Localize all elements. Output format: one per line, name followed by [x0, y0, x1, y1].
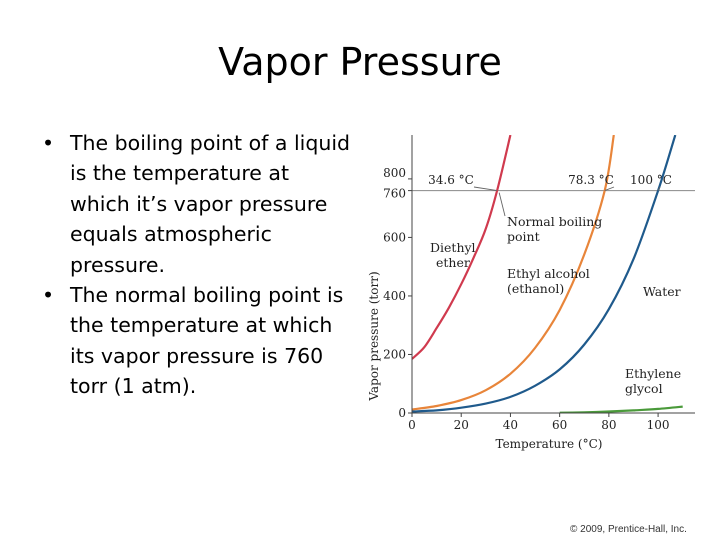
bp-label-water: 100 °C	[630, 173, 672, 187]
series-label-ethanol-line2: (ethanol)	[507, 281, 564, 296]
series-line-4	[559, 405, 683, 413]
bullet-dot-icon: •	[42, 283, 55, 308]
bullet-text: The normal boiling point is the temperat…	[70, 283, 344, 399]
vapor-pressure-chart: 0 20 40 60 80 100 0 200 400 600 760 800 Vapor press…	[367, 135, 695, 451]
normal-bp-label-line1: Normal boiling	[507, 214, 602, 229]
pointer-bp-ethanol	[604, 186, 615, 192]
copyright-note: © 2009, Prentice-Hall, Inc.	[570, 524, 687, 535]
series-line-2	[412, 135, 615, 411]
x-tick-label-20: 20	[454, 418, 469, 432]
series-label-glycol-line1: Ethylene	[625, 366, 681, 381]
series-line-1	[412, 135, 512, 360]
series-label-ether-line2: ether	[436, 255, 470, 270]
pointer-bp-ether	[473, 186, 498, 192]
y-tick-label-0: 0	[398, 406, 406, 420]
bullet-item: • The normal boiling point is the temper…	[42, 280, 352, 402]
x-tick-label-60: 60	[552, 418, 567, 432]
bullet-list: • The boiling point of a liquid is the t…	[42, 128, 352, 402]
series-label-glycol-line2: glycol	[625, 381, 663, 396]
axis-layer: 0 20 40 60 80 100 0 200 400 600 760 800	[383, 135, 695, 432]
bp-label-ethanol: 78.3 °C	[568, 173, 614, 187]
normal-bp-label-line2: point	[507, 229, 540, 244]
bullet-text: The boiling point of a liquid is the tem…	[70, 131, 351, 277]
x-tick-label-0: 0	[408, 418, 416, 432]
y-tick-label-400: 400	[383, 289, 406, 303]
x-axis-label: Temperature (°C)	[496, 437, 603, 451]
series-label-water: Water	[643, 284, 681, 299]
y-axis-label: Vapor pressure (torr)	[367, 271, 381, 401]
bp-label-ether: 34.6 °C	[428, 173, 474, 187]
series-line-3	[412, 135, 677, 413]
y-tick-label-600: 600	[383, 230, 406, 244]
curve-layer	[412, 135, 683, 413]
x-tick-label-40: 40	[503, 418, 518, 432]
bullet-item: • The boiling point of a liquid is the t…	[42, 128, 352, 280]
y-tick-label-200: 200	[383, 347, 406, 361]
y-tick-label-760: 760	[383, 187, 406, 201]
pointer-bp-water	[657, 186, 661, 191]
series-label-ether-line1: Diethyl	[430, 240, 476, 255]
slide-title: Vapor Pressure	[218, 40, 502, 84]
bullet-dot-icon: •	[42, 131, 55, 155]
x-tick-label-80: 80	[601, 418, 616, 432]
pointer-normal-bp	[498, 192, 506, 217]
series-label-ethanol-line1: Ethyl alcohol	[507, 266, 590, 281]
x-tick-label-100: 100	[647, 418, 670, 432]
y-tick-label-800: 800	[383, 166, 406, 180]
